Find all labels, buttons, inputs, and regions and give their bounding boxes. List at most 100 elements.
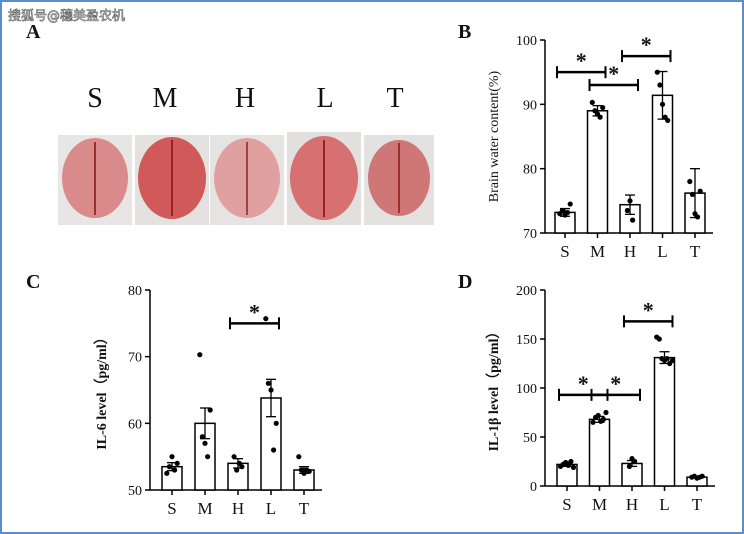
x-tick-label: S <box>562 495 571 514</box>
data-point <box>656 336 662 342</box>
data-point <box>197 352 203 358</box>
data-point <box>207 407 213 413</box>
data-point <box>559 207 566 214</box>
data-point <box>169 454 175 460</box>
x-tick-label: L <box>659 495 669 514</box>
data-point <box>268 387 274 393</box>
data-point <box>174 460 180 466</box>
data-point <box>597 114 603 120</box>
data-point <box>570 464 577 470</box>
data-point <box>632 458 638 465</box>
data-point <box>697 188 703 194</box>
group-letter: H <box>235 83 255 114</box>
y-tick-label: 150 <box>516 333 537 348</box>
y-tick-label: 70 <box>523 227 537 242</box>
y-axis-label: IL-1β level（pg/ml） <box>486 325 502 452</box>
significance-star: * <box>610 371 621 396</box>
x-tick-label: T <box>299 499 310 518</box>
y-tick-label: 200 <box>516 284 537 299</box>
data-point <box>271 447 277 453</box>
data-point <box>565 209 571 216</box>
x-tick-label: H <box>232 499 244 518</box>
data-point <box>687 178 693 185</box>
data-point <box>590 419 596 425</box>
x-tick-label: S <box>560 242 569 261</box>
data-point <box>659 101 666 107</box>
data-point <box>654 69 660 75</box>
data-point <box>669 357 675 364</box>
data-point <box>600 104 606 111</box>
x-tick-label: T <box>692 495 703 514</box>
bar <box>588 418 611 487</box>
y-tick-label: 70 <box>128 351 142 366</box>
group-letter: S <box>87 83 103 114</box>
data-point <box>568 458 574 465</box>
x-tick-label: M <box>590 242 605 261</box>
data-point <box>263 316 269 322</box>
significance-star: * <box>641 32 652 57</box>
data-point <box>630 217 636 223</box>
data-point <box>665 117 671 124</box>
brain-photos <box>58 132 434 225</box>
group-letter: T <box>386 83 403 114</box>
data-point <box>657 82 663 88</box>
data-point <box>164 470 170 476</box>
data-point <box>627 198 633 204</box>
data-point <box>567 201 573 207</box>
y-tick-label: 80 <box>128 284 142 299</box>
data-point <box>626 463 633 469</box>
x-tick-label: L <box>657 242 667 261</box>
data-point <box>699 473 705 479</box>
data-point <box>172 467 178 473</box>
y-axis-label: IL-6 level（pg/ml） <box>94 330 110 449</box>
bar <box>586 110 609 234</box>
panel-label: D <box>458 271 472 293</box>
x-tick-label: H <box>624 242 636 261</box>
bar <box>653 356 676 487</box>
significance-star: * <box>643 297 654 322</box>
y-axis-label: Brain water content(%) <box>487 70 502 202</box>
panel-label: A <box>26 21 41 43</box>
x-tick-label: T <box>690 242 701 261</box>
y-tick-label: 90 <box>523 98 537 113</box>
data-point <box>689 191 696 197</box>
data-point <box>589 99 595 106</box>
data-point <box>234 467 240 473</box>
y-tick-label: 50 <box>523 431 537 446</box>
significance-star: * <box>576 48 587 73</box>
data-point <box>239 464 245 470</box>
data-point <box>265 380 271 386</box>
y-tick-label: 50 <box>128 484 142 499</box>
data-point <box>273 420 279 426</box>
group-letter: M <box>153 83 178 114</box>
watermark: 搜狐号@穗美盈农机 <box>8 9 125 24</box>
y-tick-label: 100 <box>516 382 537 397</box>
data-point <box>595 412 601 419</box>
y-tick-label: 0 <box>530 480 537 495</box>
data-point <box>166 464 172 470</box>
panel-label: B <box>458 21 471 43</box>
x-tick-label: H <box>626 495 638 514</box>
data-point <box>205 454 211 460</box>
y-tick-label: 100 <box>516 34 537 49</box>
group-letter: L <box>316 83 333 114</box>
data-point <box>695 214 701 220</box>
data-point <box>202 440 208 446</box>
significance-star: * <box>249 299 260 324</box>
panel-label: C <box>26 271 40 293</box>
data-point <box>231 454 237 460</box>
significance-star: * <box>578 371 589 396</box>
data-point <box>306 468 312 474</box>
y-tick-label: 80 <box>523 163 537 178</box>
x-tick-label: S <box>167 499 176 518</box>
x-tick-label: M <box>197 499 212 518</box>
x-tick-label: L <box>266 499 276 518</box>
significance-star: * <box>608 61 619 86</box>
data-point <box>664 356 670 362</box>
data-point <box>565 462 571 469</box>
data-point <box>624 207 631 214</box>
data-point <box>296 454 302 460</box>
x-tick-label: M <box>592 495 607 514</box>
data-point <box>199 434 205 440</box>
